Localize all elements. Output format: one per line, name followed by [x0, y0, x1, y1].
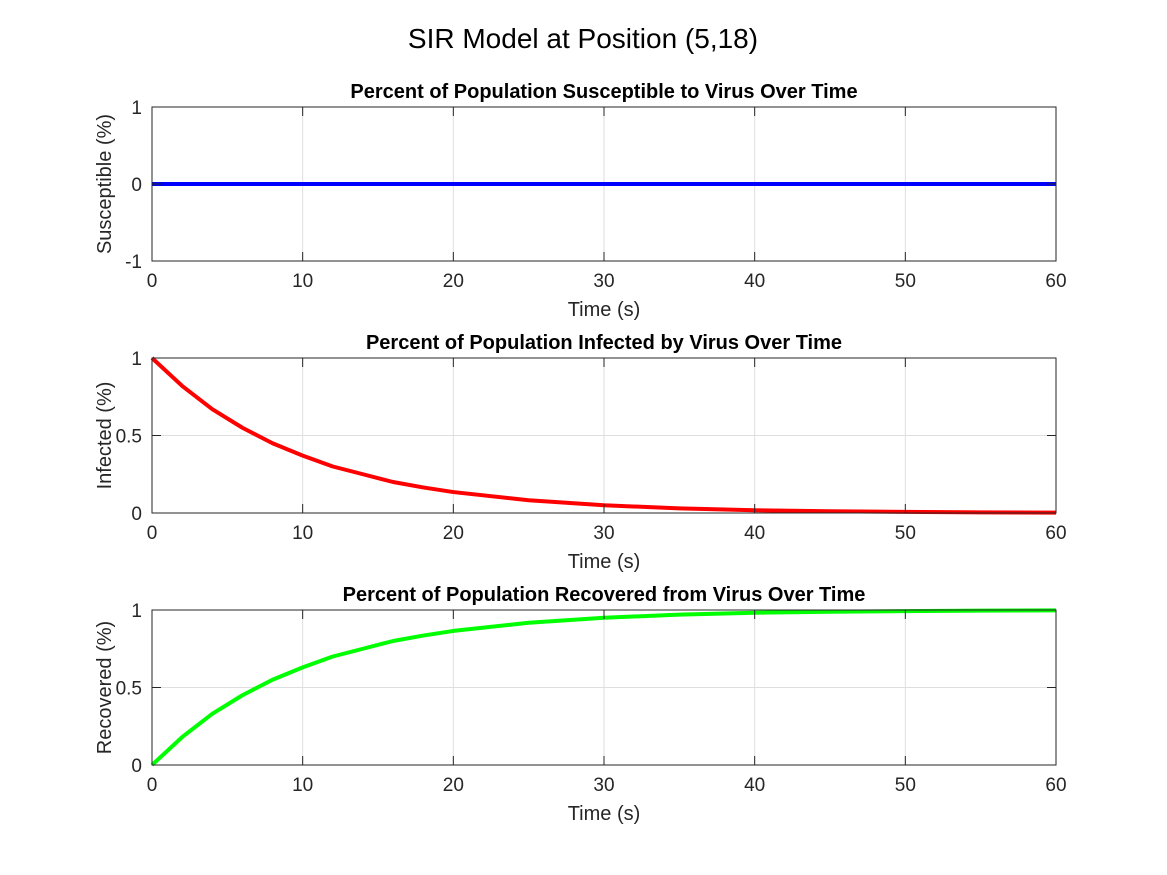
recovered-title: Percent of Population Recovered from Vir…: [343, 584, 866, 606]
susceptible-y-tick-label: 1: [131, 98, 142, 119]
recovered-x-tick-label: 20: [443, 775, 464, 796]
susceptible-x-tick-label: 0: [147, 271, 158, 292]
susceptible-y-tick-label: 0: [131, 175, 142, 196]
infected-y-tick-label: 1: [131, 349, 142, 370]
susceptible-x-label: Time (s): [568, 299, 641, 321]
recovered-x-tick-label: 10: [292, 775, 313, 796]
recovered-y-tick-label: 0.5: [116, 679, 142, 700]
infected-title: Percent of Population Infected by Virus …: [366, 332, 842, 354]
recovered-y-label: Recovered (%): [94, 621, 116, 754]
infected-y-tick-label: 0: [131, 504, 142, 525]
recovered-x-tick-label: 40: [744, 775, 765, 796]
susceptible-x-tick-label: 40: [744, 271, 765, 292]
recovered-x-tick-label: 30: [593, 775, 614, 796]
infected-x-tick-label: 50: [895, 523, 916, 544]
recovered-x-tick-label: 0: [147, 775, 158, 796]
figure-title: SIR Model at Position (5,18): [408, 23, 758, 54]
susceptible-title: Percent of Population Susceptible to Vir…: [350, 81, 857, 103]
recovered-y-tick-label: 1: [131, 601, 142, 622]
recovered-series-line: [150, 608, 1057, 767]
recovered-x-label: Time (s): [568, 803, 641, 825]
infected-axes: 0 10 20 30 40 50 60 0 0.5 1 Percent of Population …: [94, 332, 1067, 573]
susceptible-y-label: Susceptible (%): [94, 114, 116, 254]
infected-x-tick-label: 60: [1045, 523, 1066, 544]
infected-series-line: [150, 356, 1057, 515]
infected-x-label: Time (s): [568, 551, 641, 573]
susceptible-x-tick-label: 60: [1045, 271, 1066, 292]
infected-x-tick-label: 20: [443, 523, 464, 544]
infected-x-tick-label: 10: [292, 523, 313, 544]
infected-x-tick-label: 30: [593, 523, 614, 544]
susceptible-y-tick-label: -1: [125, 252, 142, 273]
recovered-x-tick-label: 50: [895, 775, 916, 796]
infected-x-tick-label: 0: [147, 523, 158, 544]
infected-x-tick-label: 40: [744, 523, 765, 544]
recovered-x-tick-label: 60: [1045, 775, 1066, 796]
susceptible-x-tick-label: 30: [593, 271, 614, 292]
susceptible-x-tick-label: 50: [895, 271, 916, 292]
recovered-y-tick-label: 0: [131, 756, 142, 777]
infected-y-tick-label: 0.5: [116, 427, 142, 448]
susceptible-x-tick-label: 20: [443, 271, 464, 292]
recovered-axes: 0 10 20 30 40 50 60 0 0.5 1 Percent of Population …: [94, 584, 1067, 825]
infected-y-label: Infected (%): [94, 382, 116, 490]
susceptible-x-tick-label: 10: [292, 271, 313, 292]
